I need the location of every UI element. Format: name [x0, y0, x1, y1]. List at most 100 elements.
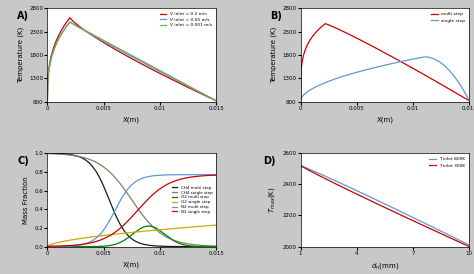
V inlet = 0.05 m/s: [125, 53, 131, 56]
V inlet = 0.001 m/s: [67, 21, 73, 24]
O2 single step: [126, 231, 131, 234]
V inlet = 0.05 m/s: [210, 97, 215, 101]
Text: D): D): [264, 156, 276, 166]
N2 single step: [209, 174, 215, 177]
V inlet = 0.05 m/s: [45, 99, 50, 102]
X-axis label: $d_n$(mm): $d_n$(mm): [371, 261, 399, 271]
T inlet 300K: [398, 213, 404, 217]
Line: multi step: multi step: [301, 24, 469, 101]
T inlet 800K: [298, 164, 303, 167]
N2 multi step: [125, 188, 130, 191]
CH4 multi step: [45, 152, 50, 155]
N2 multi step: [213, 173, 219, 176]
T inlet 800K: [398, 210, 403, 213]
V inlet = 0.05 m/s: [136, 59, 142, 62]
single step: [389, 62, 395, 65]
Line: V inlet = 0.001 m/s: V inlet = 0.001 m/s: [47, 22, 216, 101]
CH4 single step: [126, 193, 131, 197]
CH4 multi step: [183, 245, 189, 248]
O2 single step: [145, 229, 151, 233]
Y-axis label: Temperature (K): Temperature (K): [270, 27, 277, 83]
V inlet = 0.05 m/s: [146, 64, 151, 67]
CH4 multi step: [213, 245, 219, 248]
N2 single step: [45, 245, 50, 248]
single step: [379, 64, 384, 68]
single step: [298, 99, 303, 102]
Text: A): A): [17, 11, 29, 21]
Line: CH4 multi step: CH4 multi step: [47, 153, 216, 247]
T inlet 300K: [298, 164, 303, 167]
N2 single step: [126, 219, 131, 222]
O2 single step: [213, 224, 219, 227]
CH4 multi step: [145, 244, 151, 247]
Line: CH4 single step: CH4 single step: [47, 154, 216, 246]
multi step: [378, 49, 384, 52]
single step: [378, 64, 383, 68]
T inlet 800K: [401, 212, 407, 215]
V inlet = 0.05 m/s: [213, 99, 219, 102]
Line: V inlet = 0.05 m/s: V inlet = 0.05 m/s: [47, 22, 216, 101]
Text: B): B): [270, 11, 282, 21]
V inlet = 0.001 m/s: [210, 97, 215, 100]
CH4 multi step: [125, 233, 130, 236]
T inlet 300K: [298, 164, 304, 168]
V inlet = 0.05 m/s: [183, 84, 189, 87]
O2 single step: [183, 226, 189, 229]
T inlet 800K: [451, 236, 456, 239]
O2 single step: [45, 245, 50, 248]
V inlet = 0.001 m/s: [126, 52, 132, 56]
single step: [398, 60, 404, 63]
N2 multi step: [136, 178, 142, 182]
V inlet = 0.001 m/s: [45, 99, 50, 102]
T inlet 800K: [466, 243, 472, 247]
O2 single step: [125, 231, 130, 235]
V inlet = 0.05 m/s: [126, 53, 132, 57]
V inlet = 0.05 m/s: [67, 20, 73, 24]
N2 multi step: [209, 173, 215, 176]
V inlet = 0.2 m/s: [183, 85, 189, 88]
V inlet = 0.001 m/s: [136, 58, 142, 61]
O2 multi step: [210, 245, 215, 248]
multi step: [437, 82, 442, 85]
X-axis label: X(m): X(m): [376, 116, 393, 123]
Y-axis label: Temperature (K): Temperature (K): [17, 27, 24, 83]
Y-axis label: Mass Fraction: Mass Fraction: [23, 176, 29, 224]
single step: [437, 60, 442, 63]
O2 multi step: [45, 245, 50, 248]
Legend: multi step, single step: multi step, single step: [429, 10, 467, 24]
O2 multi step: [126, 236, 131, 239]
O2 multi step: [136, 228, 142, 231]
T inlet 300K: [440, 233, 446, 236]
N2 multi step: [183, 173, 189, 176]
N2 single step: [145, 198, 151, 201]
T inlet 300K: [466, 245, 472, 248]
Legend: CH4 multi step, CH4 single step, O2 multi step, O2 single step, N2 multi step, N: CH4 multi step, CH4 single step, O2 mult…: [171, 184, 214, 216]
V inlet = 0.2 m/s: [213, 99, 219, 102]
V inlet = 0.001 m/s: [183, 83, 189, 86]
N2 multi step: [145, 175, 151, 178]
N2 single step: [136, 207, 142, 211]
Line: single step: single step: [301, 57, 469, 101]
V inlet = 0.2 m/s: [126, 55, 132, 59]
V inlet = 0.2 m/s: [136, 61, 142, 64]
V inlet = 0.2 m/s: [67, 16, 73, 19]
multi step: [298, 99, 303, 102]
Y-axis label: $T_{max}$(K): $T_{max}$(K): [267, 187, 277, 213]
multi step: [379, 50, 385, 53]
Line: O2 single step: O2 single step: [47, 225, 216, 247]
Line: O2 multi step: O2 multi step: [47, 226, 216, 247]
V inlet = 0.2 m/s: [146, 66, 151, 69]
V inlet = 0.2 m/s: [125, 55, 131, 58]
V inlet = 0.001 m/s: [213, 99, 219, 102]
O2 single step: [136, 230, 142, 233]
Line: N2 single step: N2 single step: [47, 175, 216, 246]
CH4 single step: [183, 242, 189, 245]
N2 single step: [183, 176, 189, 180]
multi step: [466, 99, 472, 102]
T inlet 300K: [451, 238, 456, 241]
V inlet = 0.001 m/s: [125, 52, 131, 55]
T inlet 800K: [440, 230, 446, 234]
multi step: [322, 22, 328, 25]
T inlet 800K: [398, 210, 404, 213]
CH4 multi step: [209, 245, 215, 248]
